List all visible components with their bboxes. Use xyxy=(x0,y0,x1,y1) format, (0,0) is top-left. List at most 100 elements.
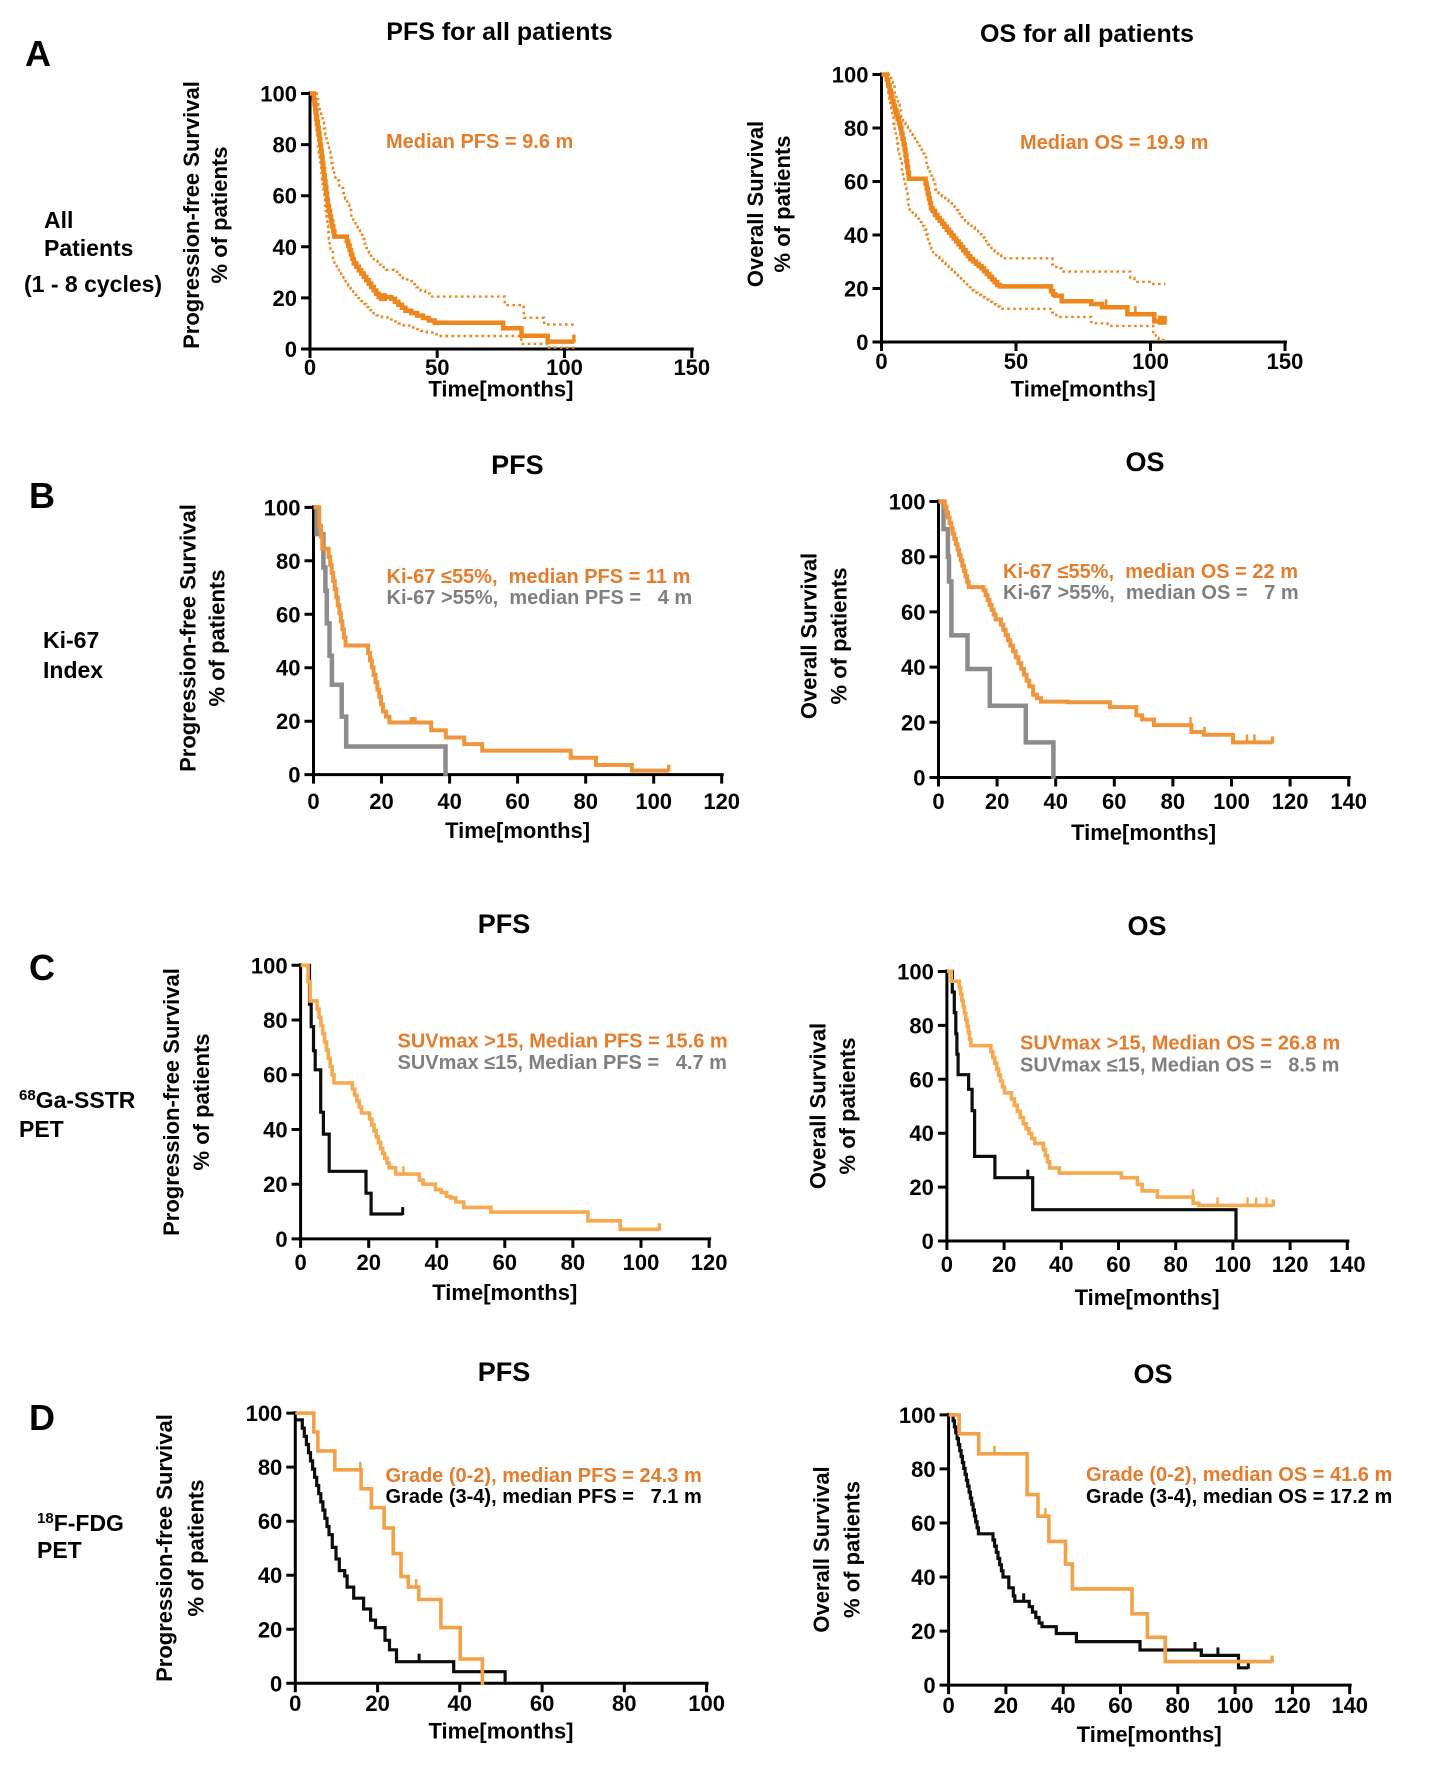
svg-text:100: 100 xyxy=(623,1250,660,1275)
svg-text:(1 - 8 cycles): (1 - 8 cycles) xyxy=(24,271,162,297)
svg-text:100: 100 xyxy=(264,495,301,520)
svg-text:20: 20 xyxy=(258,1617,282,1642)
svg-text:100: 100 xyxy=(251,953,288,978)
svg-text:40: 40 xyxy=(276,656,300,681)
svg-text:Patients: Patients xyxy=(44,235,133,261)
svg-text:80: 80 xyxy=(561,1250,585,1275)
svg-text:80: 80 xyxy=(263,1008,287,1033)
svg-text:60: 60 xyxy=(911,1511,935,1536)
svg-text:100: 100 xyxy=(246,1401,283,1426)
svg-text:80: 80 xyxy=(1163,1252,1187,1277)
svg-text:120: 120 xyxy=(691,1250,728,1275)
svg-text:Index: Index xyxy=(43,657,103,683)
svg-text:100: 100 xyxy=(899,1403,936,1428)
svg-text:40: 40 xyxy=(1043,789,1067,814)
svg-text:SUVmax >15, Median OS = 26.8 m: SUVmax >15, Median OS = 26.8 m xyxy=(1020,1033,1340,1055)
svg-text:% of patients: % of patients xyxy=(205,570,230,707)
svg-text:120: 120 xyxy=(1274,1693,1311,1718)
svg-text:Overall Survival: Overall Survival xyxy=(806,1023,831,1189)
svg-text:40: 40 xyxy=(901,655,925,680)
svg-text:A: A xyxy=(25,33,51,74)
svg-text:Time[months]: Time[months] xyxy=(1077,1722,1222,1747)
svg-text:PET: PET xyxy=(19,1116,64,1142)
svg-text:All: All xyxy=(44,207,73,233)
svg-text:80: 80 xyxy=(909,1013,933,1038)
svg-text:60: 60 xyxy=(505,789,529,814)
svg-text:100: 100 xyxy=(688,1691,725,1716)
svg-text:80: 80 xyxy=(276,549,300,574)
svg-text:40: 40 xyxy=(844,223,868,248)
svg-text:100: 100 xyxy=(889,490,926,515)
svg-text:120: 120 xyxy=(703,789,740,814)
svg-text:PFS: PFS xyxy=(478,1357,531,1387)
svg-text:100: 100 xyxy=(546,355,583,380)
svg-text:60: 60 xyxy=(530,1691,554,1716)
svg-text:0: 0 xyxy=(856,330,868,355)
svg-text:20: 20 xyxy=(356,1250,380,1275)
svg-text:120: 120 xyxy=(1272,1252,1309,1277)
svg-text:0: 0 xyxy=(941,1252,953,1277)
svg-text:B: B xyxy=(29,475,55,516)
svg-text:% of patients: % of patients xyxy=(184,1480,209,1617)
svg-text:20: 20 xyxy=(985,789,1009,814)
svg-text:OS: OS xyxy=(1125,447,1164,477)
svg-text:80: 80 xyxy=(1161,789,1185,814)
svg-text:Ki-67 >55%, median PFS = 4: Ki-67 >55%, median PFS = 4 m xyxy=(387,587,693,609)
svg-text:60: 60 xyxy=(493,1250,517,1275)
svg-text:Overall Survival: Overall Survival xyxy=(743,121,768,287)
svg-text:0: 0 xyxy=(294,1250,306,1275)
svg-text:100: 100 xyxy=(260,82,297,107)
svg-text:Ki-67 ≤55%, median OS = 22 m: Ki-67 ≤55%, median OS = 22 m xyxy=(1003,561,1298,583)
svg-text:OS for all patients: OS for all patients xyxy=(980,20,1194,48)
svg-text:Time[months]: Time[months] xyxy=(1011,377,1156,402)
svg-text:Grade (0-2), median OS = 41.6: Grade (0-2), median OS = 41.6 m xyxy=(1086,1464,1392,1486)
svg-text:0: 0 xyxy=(275,1227,287,1252)
svg-text:100: 100 xyxy=(1132,349,1169,374)
svg-text:140: 140 xyxy=(1329,1252,1366,1277)
svg-text:PET: PET xyxy=(37,1537,82,1563)
svg-text:60: 60 xyxy=(273,184,297,209)
svg-text:20: 20 xyxy=(911,1619,935,1644)
svg-text:Overall Survival: Overall Survival xyxy=(809,1466,834,1632)
svg-text:PFS for all patients: PFS for all patients xyxy=(386,18,612,46)
svg-text:OS: OS xyxy=(1127,911,1166,941)
svg-text:Median OS = 19.9 m: Median OS = 19.9 m xyxy=(1020,132,1208,154)
svg-text:100: 100 xyxy=(897,960,934,985)
svg-text:100: 100 xyxy=(1213,789,1250,814)
svg-text:Progression-free Survival: Progression-free Survival xyxy=(176,504,201,772)
svg-text:0: 0 xyxy=(942,1693,954,1718)
svg-text:150: 150 xyxy=(1267,349,1304,374)
svg-text:Ki-67 >55%, median OS = 7 m: Ki-67 >55%, median OS = 7 m xyxy=(1003,582,1299,604)
svg-text:20: 20 xyxy=(844,277,868,302)
svg-text:40: 40 xyxy=(425,1250,449,1275)
svg-text:60: 60 xyxy=(1106,1252,1130,1277)
svg-text:% of patients: % of patients xyxy=(770,136,795,273)
svg-text:% of patients: % of patients xyxy=(189,1034,214,1171)
svg-text:40: 40 xyxy=(911,1565,935,1590)
svg-text:0: 0 xyxy=(932,789,944,814)
svg-text:D: D xyxy=(29,1397,55,1438)
svg-text:Time[months]: Time[months] xyxy=(1075,1285,1220,1310)
svg-text:50: 50 xyxy=(1004,349,1028,374)
svg-text:% of patients: % of patients xyxy=(840,1481,865,1618)
svg-text:80: 80 xyxy=(612,1691,636,1716)
svg-text:PFS: PFS xyxy=(478,909,531,939)
svg-text:80: 80 xyxy=(573,789,597,814)
svg-text:60: 60 xyxy=(258,1509,282,1534)
svg-text:60: 60 xyxy=(909,1067,933,1092)
svg-text:0: 0 xyxy=(270,1671,282,1696)
svg-text:Time[months]: Time[months] xyxy=(445,818,590,843)
svg-text:0: 0 xyxy=(304,355,316,380)
svg-text:100: 100 xyxy=(635,789,672,814)
svg-text:PFS: PFS xyxy=(491,450,544,480)
svg-text:40: 40 xyxy=(909,1121,933,1146)
svg-text:0: 0 xyxy=(307,789,319,814)
svg-text:60: 60 xyxy=(1108,1693,1132,1718)
svg-text:% of patients: % of patients xyxy=(207,147,232,284)
svg-text:Overall Survival: Overall Survival xyxy=(797,553,822,719)
svg-text:60: 60 xyxy=(1102,789,1126,814)
svg-text:40: 40 xyxy=(1049,1252,1073,1277)
svg-text:0: 0 xyxy=(923,1673,935,1698)
svg-text:100: 100 xyxy=(1215,1252,1252,1277)
svg-text:0: 0 xyxy=(285,337,297,362)
